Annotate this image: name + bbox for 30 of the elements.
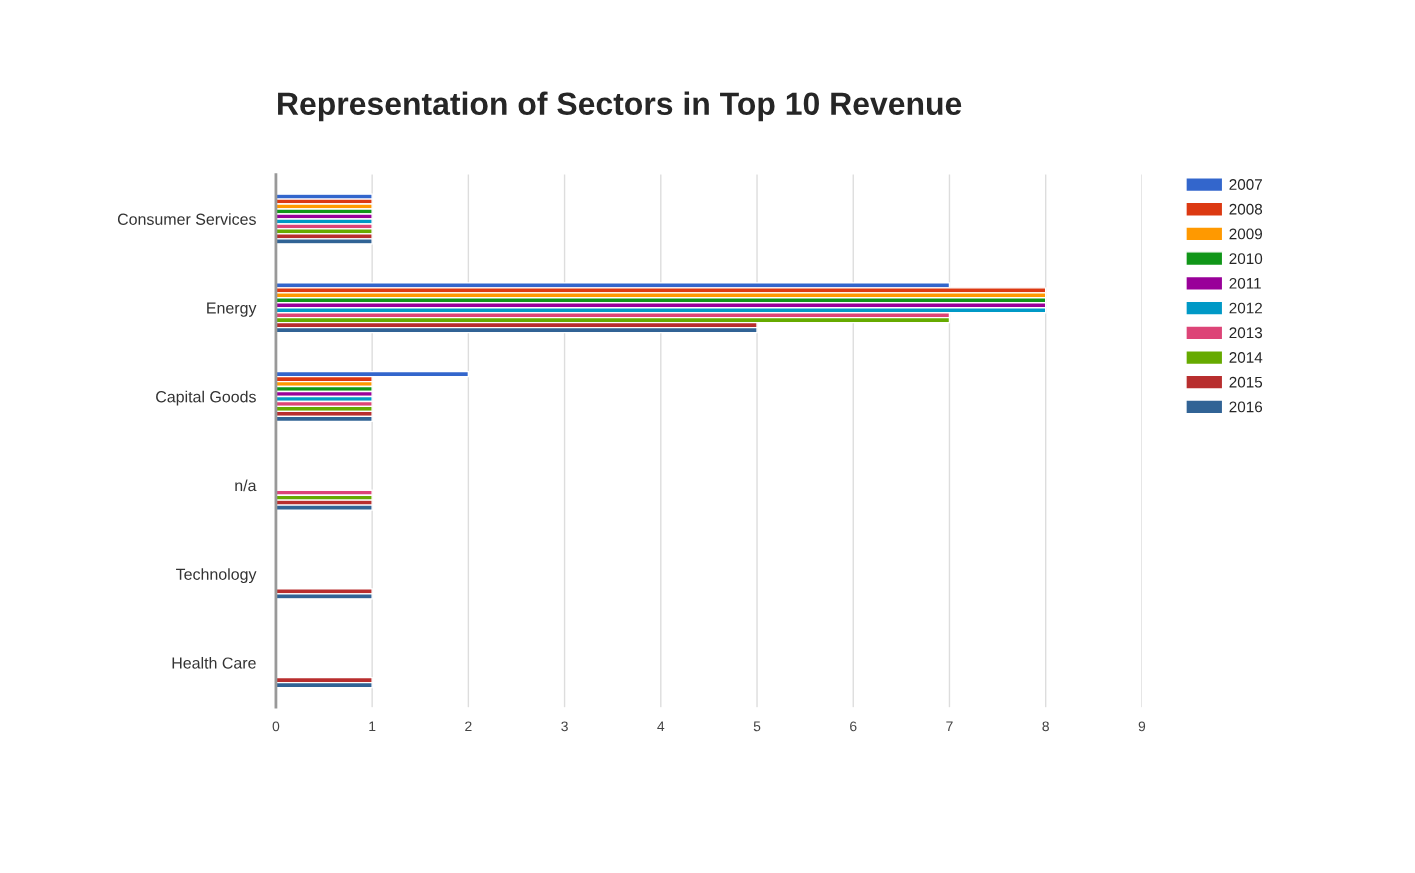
bar	[275, 681, 373, 689]
y-tick-label: Technology	[176, 568, 257, 584]
y-tick-label: Health Care	[172, 656, 256, 669]
y-tick-label: Capital Goods	[156, 390, 256, 406]
x-tick-label: 4	[657, 721, 665, 732]
x-tick-label: 7	[946, 721, 953, 732]
chart-title: Representation of Sectors in Top 10 Revenue	[278, 91, 962, 122]
y-tick-label: Consumer Services	[117, 213, 256, 225]
legend-label: 2014	[1229, 352, 1263, 363]
legend-label: 2010	[1229, 253, 1263, 265]
legend-label: 2013	[1229, 327, 1263, 339]
x-tick-label: 9	[1138, 721, 1146, 732]
y-tick-label: n/a	[235, 479, 257, 492]
bar	[275, 415, 373, 423]
legend-label: 2015	[1229, 376, 1263, 388]
x-tick-label: 1	[369, 721, 376, 732]
y-tick-label: Energy	[207, 302, 257, 317]
legend-label: 2016	[1229, 401, 1263, 413]
x-tick-label: 3	[561, 721, 568, 732]
x-tick-label: 0	[272, 721, 280, 732]
legend-label: 2011	[1229, 277, 1261, 289]
x-tick-label: 5	[753, 721, 761, 732]
x-tick-label: 8	[1042, 721, 1049, 732]
x-tick-label: 6	[850, 721, 857, 732]
bar	[275, 326, 758, 334]
x-tick-label: 2	[465, 721, 472, 732]
legend-label: 2008	[1229, 203, 1263, 215]
legend-label: 2007	[1229, 179, 1262, 190]
legend-label: 2012	[1229, 302, 1262, 314]
legend-label: 2009	[1229, 228, 1263, 240]
